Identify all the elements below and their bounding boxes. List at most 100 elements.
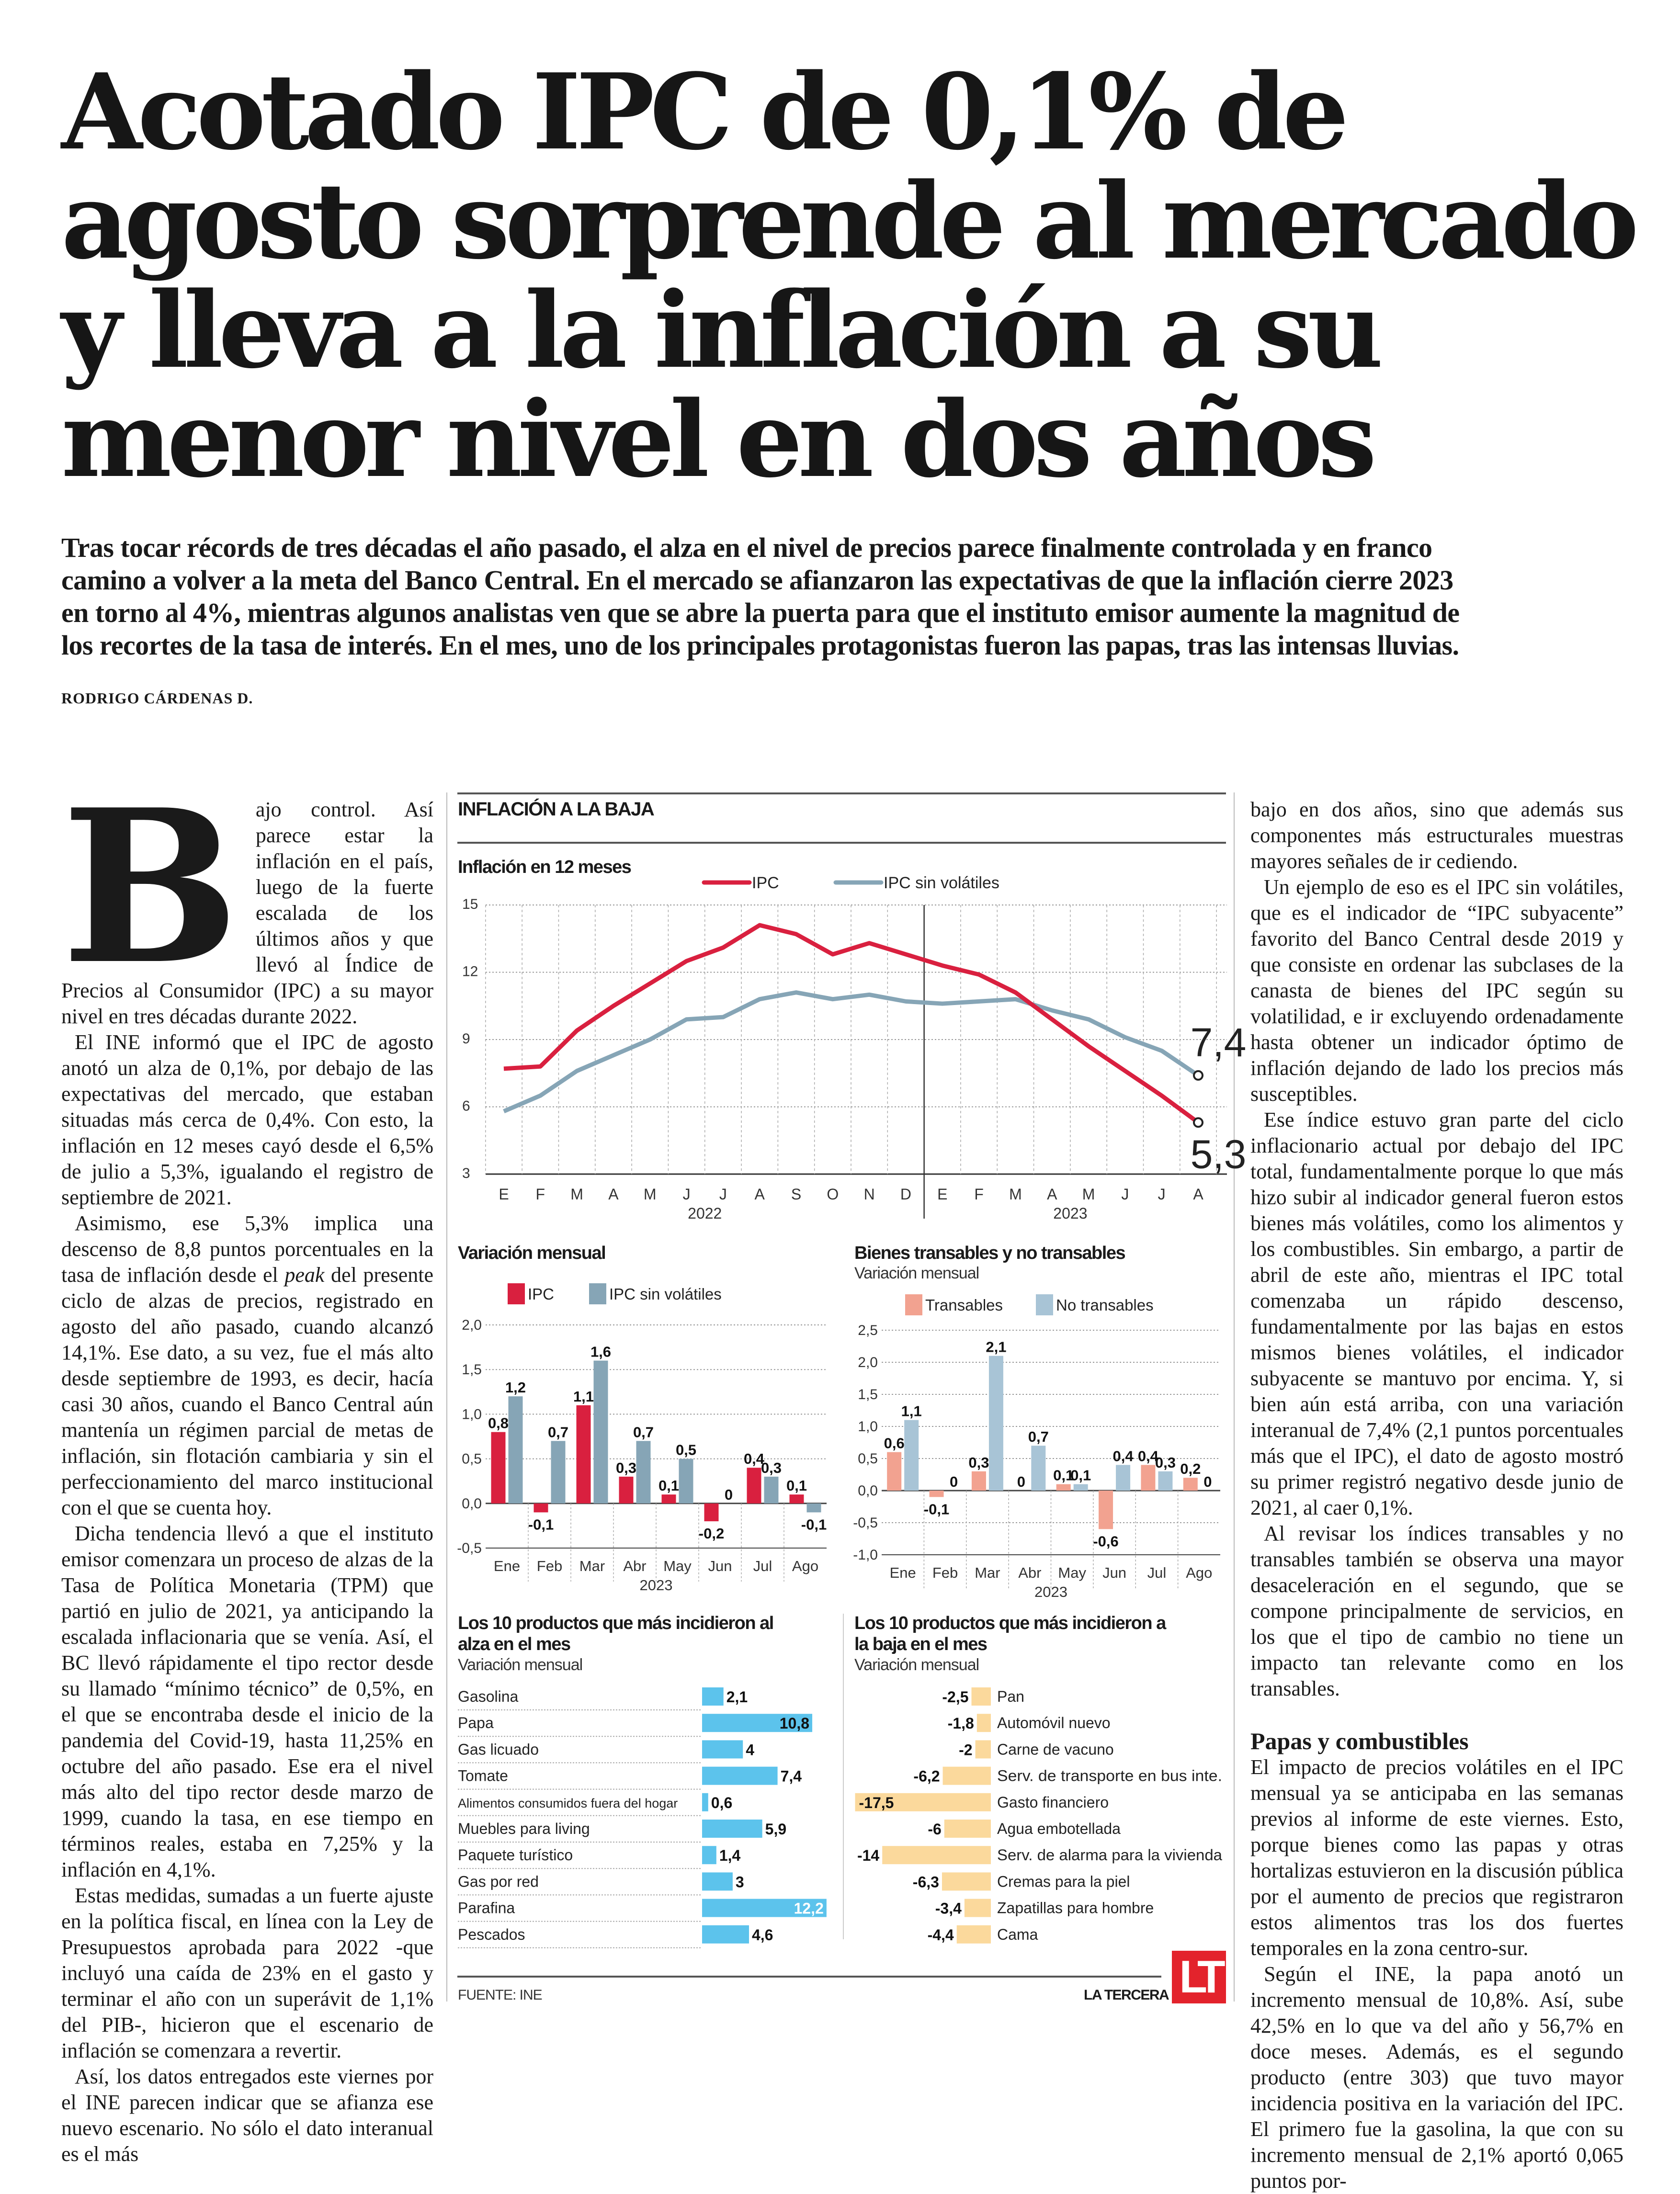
italic-term: peak: [284, 1263, 325, 1287]
data-label: -0,6: [1093, 1533, 1118, 1549]
data-label: -6,2: [913, 1768, 940, 1785]
y-tick-label: 1,0: [858, 1419, 878, 1435]
legend-swatch: [905, 1294, 922, 1315]
paragraph: bajo en dos años, sino que además sus co…: [1250, 798, 1623, 873]
data-label: 3: [736, 1873, 744, 1890]
x-tick-label: Ago: [792, 1558, 818, 1574]
x-tick-label: Mar: [579, 1558, 605, 1574]
data-label: -1,8: [948, 1715, 974, 1732]
bar: [661, 1494, 676, 1504]
x-tick-label: A: [755, 1186, 765, 1203]
data-label: 0,3: [1155, 1454, 1176, 1471]
data-label: 0,7: [633, 1424, 654, 1440]
data-label: -6,3: [913, 1873, 939, 1890]
product-label: Parafina: [458, 1900, 515, 1917]
graphic-top-rule: [457, 792, 1226, 794]
data-label: -0,1: [528, 1516, 554, 1533]
data-label: 0,6: [711, 1794, 732, 1811]
x-tick-label: O: [827, 1186, 839, 1203]
data-label: -14: [857, 1847, 879, 1864]
chart-title: Inflación en 12 meses: [458, 857, 632, 877]
x-tick-label: Feb: [932, 1564, 958, 1581]
bar: [702, 1846, 716, 1865]
data-label: 1,6: [590, 1344, 611, 1360]
x-tick-label: S: [791, 1186, 801, 1203]
legend-label: IPC: [528, 1285, 554, 1303]
product-label: Pan: [997, 1688, 1024, 1705]
x-tick-label: May: [663, 1558, 692, 1574]
x-tick-label: J: [1121, 1186, 1129, 1203]
data-label: -0,1: [801, 1516, 827, 1533]
x-tick-label: Ene: [494, 1558, 520, 1574]
chart-title: Los 10 productos que más incidieron al a…: [458, 1613, 774, 1654]
x-tick-label: Jun: [1102, 1564, 1126, 1581]
y-tick-label: 1,5: [462, 1362, 482, 1378]
data-label: 0,4: [1138, 1448, 1159, 1464]
y-tick-label: 1,0: [462, 1406, 482, 1422]
bar: [971, 1471, 986, 1491]
charts-layer: IPC IPC sin volátiles 15 12 9 6 3 E F M A M J J A S O N D E…: [457, 874, 1246, 1948]
chart-title: Variación mensual: [458, 1243, 606, 1263]
x-tick-label: A: [608, 1186, 619, 1203]
x-tick-label: J: [1158, 1186, 1166, 1203]
paragraph: Así, los datos entregados este viernes p…: [61, 2065, 433, 2166]
x-tick-label: May: [1058, 1564, 1086, 1581]
paragraph: Un ejemplo de eso es el IPC sin volátile…: [1250, 875, 1623, 1106]
bar: [702, 1740, 743, 1759]
data-label: 0,8: [488, 1415, 509, 1432]
graphic-title-rule: [457, 842, 1226, 844]
data-label: 0: [725, 1486, 733, 1503]
data-label: -17,5: [859, 1794, 894, 1811]
headline: Acotado IPC de 0,1% de agosto sorprende …: [61, 57, 1639, 494]
legend-label: No transables: [1056, 1296, 1154, 1314]
paragraph: El impacto de precios volátiles en el IP…: [1250, 1755, 1623, 1960]
data-label: 0,5: [676, 1442, 696, 1459]
bar: [702, 1872, 733, 1891]
x-tick-label: F: [974, 1186, 984, 1203]
y-tick-label: -0,5: [457, 1540, 482, 1556]
bar: [806, 1503, 821, 1513]
chart-subtitle: Variación mensual: [854, 1264, 979, 1282]
paragraph-text: Asimismo, ese 5,3% implica una descenso …: [61, 1211, 433, 1287]
data-label: 4,6: [752, 1926, 773, 1944]
product-label: Serv. de transporte en bus inte.: [997, 1767, 1222, 1785]
x-tick-label: Jul: [753, 1558, 772, 1574]
product-label: Carne de vacuno: [997, 1741, 1114, 1758]
bar: [1073, 1484, 1088, 1491]
bar: [636, 1441, 651, 1504]
legend-label: IPC sin volátiles: [884, 874, 999, 892]
data-label: 1,1: [573, 1388, 594, 1405]
y-tick-label: 6: [462, 1098, 470, 1114]
legend-label: IPC sin volátiles: [609, 1285, 722, 1303]
data-label: -2,5: [942, 1688, 968, 1706]
graphic-title: INFLACIÓN A LA BAJA: [458, 799, 655, 820]
data-label: -3,4: [935, 1900, 962, 1917]
data-label: 0,1: [786, 1477, 807, 1494]
x-tick-label: N: [864, 1186, 875, 1203]
bar: [1141, 1465, 1156, 1491]
x-tick-label: Jun: [708, 1558, 732, 1574]
data-label: 0: [950, 1473, 958, 1490]
data-label: 10,8: [780, 1715, 809, 1732]
x-tick-label: A: [1047, 1186, 1057, 1203]
bar: [1031, 1446, 1046, 1491]
data-label: 0,4: [744, 1450, 765, 1467]
legend-label: IPC: [752, 874, 779, 892]
series-line: [503, 923, 1200, 1124]
subheading: Papas y combustibles: [1250, 1728, 1469, 1754]
y-tick-label: 0,0: [462, 1496, 482, 1512]
bar: [887, 1452, 902, 1491]
paragraph: Asimismo, ese 5,3% implica una descenso …: [61, 1210, 433, 1521]
bar: [1056, 1484, 1071, 1491]
x-tick-label: F: [536, 1186, 545, 1203]
chart-divider: [843, 1614, 844, 1939]
headline-line: agosto sorprende al mercado: [61, 160, 1639, 283]
bar: [704, 1503, 719, 1522]
article-column-left: B ajo control. Así parece estar la infla…: [61, 782, 433, 2167]
product-label: Cama: [997, 1926, 1038, 1943]
data-label: -2: [959, 1741, 972, 1758]
x-tick-label: E: [499, 1186, 509, 1203]
y-tick-label: 2,0: [858, 1355, 878, 1370]
bar: [702, 1820, 762, 1838]
data-label: 1,1: [901, 1403, 922, 1420]
